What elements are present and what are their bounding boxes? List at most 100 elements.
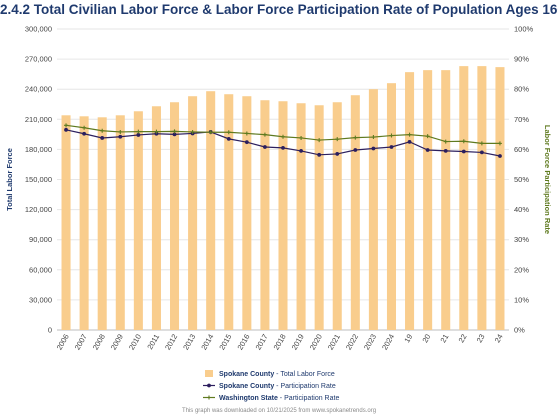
- bar: [314, 105, 324, 331]
- spokane-rate-point: [425, 148, 430, 152]
- washington-rate-point: [317, 138, 322, 143]
- washington-rate-point: [172, 129, 177, 134]
- bar: [61, 115, 71, 330]
- washington-rate-point: [226, 130, 231, 135]
- x-tick-label: 2010: [127, 333, 143, 352]
- washington-rate-point: [479, 141, 484, 146]
- washington-rate-point: [82, 125, 87, 130]
- spokane-rate-point: [317, 152, 322, 157]
- y-right-tick-label: 10%: [514, 295, 529, 304]
- x-tick-label: 19: [402, 333, 414, 345]
- spokane-rate-point: [154, 131, 159, 136]
- spokane-rate-point: [461, 149, 466, 154]
- x-tick-label: 20: [420, 333, 432, 345]
- spokane-rate-point: [389, 145, 394, 149]
- y-tick-label: 180,000: [25, 145, 52, 154]
- legend-swatch-marker: [207, 395, 211, 400]
- y-tick-label: 30,000: [29, 295, 52, 304]
- bar: [441, 70, 451, 331]
- legend-entry-name: Washington State: [219, 395, 278, 402]
- bar: [115, 115, 125, 330]
- x-tick-label: 2020: [308, 333, 324, 352]
- x-tick-label: 2015: [217, 333, 233, 352]
- spokane-rate-point: [64, 127, 68, 132]
- bar: [495, 67, 505, 331]
- y-tick-label: 120,000: [25, 205, 52, 214]
- bar: [423, 70, 433, 331]
- washington-rate-point: [299, 135, 304, 140]
- y-tick-label: 240,000: [25, 85, 52, 94]
- washington-rate-point: [335, 137, 340, 142]
- x-tick-label: 2006: [55, 333, 71, 352]
- y-tick-label: 150,000: [25, 175, 52, 184]
- washington-rate-point: [461, 139, 466, 144]
- spokane-rate-point: [299, 149, 303, 153]
- x-tick-label: 2013: [181, 333, 197, 352]
- y-right-axis-label: Labor Force Participation Rate: [543, 125, 552, 234]
- y-right-tick-label: 70%: [514, 115, 529, 124]
- y-right-tick-label: 30%: [514, 235, 529, 244]
- bar: [386, 83, 396, 331]
- y-tick-label: 210,000: [25, 115, 52, 124]
- bar: [79, 116, 89, 330]
- spokane-rate-point: [479, 150, 484, 155]
- x-tick-label: 2023: [362, 333, 378, 352]
- bar: [170, 102, 180, 330]
- legend-swatch-marker: [207, 383, 211, 388]
- washington-rate-point: [443, 139, 448, 144]
- washington-rate-point: [64, 123, 69, 128]
- x-tick-label: 21: [438, 333, 450, 345]
- bar: [206, 91, 216, 330]
- x-tick-label: 22: [457, 333, 469, 345]
- legend-entry: Washington State - Participation Rate: [219, 395, 339, 402]
- spokane-rate-point: [407, 139, 412, 144]
- legend-entry-suffix: - Participation Rate: [274, 383, 336, 390]
- bar: [133, 111, 143, 330]
- y-right-tick-label: 100%: [514, 25, 534, 34]
- washington-rate-point: [371, 135, 376, 140]
- legend-entry: Spokane County - Total Labor Force: [219, 371, 335, 378]
- bar: [405, 72, 415, 330]
- bar: [477, 66, 487, 330]
- spokane-rate-point: [281, 145, 285, 150]
- washington-rate-point: [154, 129, 159, 134]
- washington-rate-point: [389, 133, 394, 138]
- spokane-rate-point: [244, 140, 249, 145]
- bar: [260, 100, 270, 330]
- x-tick-label: 23: [475, 333, 487, 345]
- bar: [242, 96, 252, 331]
- washington-rate-point: [407, 132, 412, 137]
- x-tick-label: 2022: [344, 333, 360, 352]
- spokane-rate-point: [498, 154, 502, 158]
- spokane-rate-point: [82, 131, 87, 136]
- legend-entry: Spokane County - Participation Rate: [219, 383, 336, 390]
- y-right-tick-label: 0%: [514, 326, 525, 335]
- x-tick-label: 2014: [199, 333, 215, 352]
- legend-entry-name: Spokane County: [219, 371, 274, 378]
- spokane-rate-point: [371, 146, 376, 151]
- bar: [224, 94, 234, 330]
- spokane-rate-point: [443, 149, 448, 153]
- bar: [332, 102, 342, 330]
- washington-rate-point: [353, 135, 358, 140]
- y-right-tick-label: 80%: [514, 85, 529, 94]
- x-tick-label: 2016: [235, 333, 251, 352]
- x-tick-label: 2019: [290, 333, 306, 352]
- washington-rate-point: [208, 130, 213, 135]
- bar: [151, 106, 161, 330]
- spokane-rate-point: [118, 134, 123, 139]
- washington-rate-point: [281, 134, 285, 139]
- spokane-rate-point: [353, 148, 358, 152]
- x-tick-label: 2012: [163, 333, 179, 352]
- bar: [368, 89, 378, 330]
- legend-entry-suffix: - Participation Rate: [278, 395, 340, 402]
- washington-rate-point: [425, 134, 430, 139]
- x-tick-label: 2008: [91, 333, 107, 352]
- washington-rate-point: [262, 132, 267, 137]
- washington-rate-point: [100, 128, 105, 133]
- y-tick-label: 60,000: [29, 265, 52, 274]
- chart-title: 2.4.2 Total Civilian Labor Force & Labor…: [0, 2, 558, 17]
- spokane-rate-point: [226, 136, 231, 141]
- x-tick-label: 2011: [145, 333, 161, 351]
